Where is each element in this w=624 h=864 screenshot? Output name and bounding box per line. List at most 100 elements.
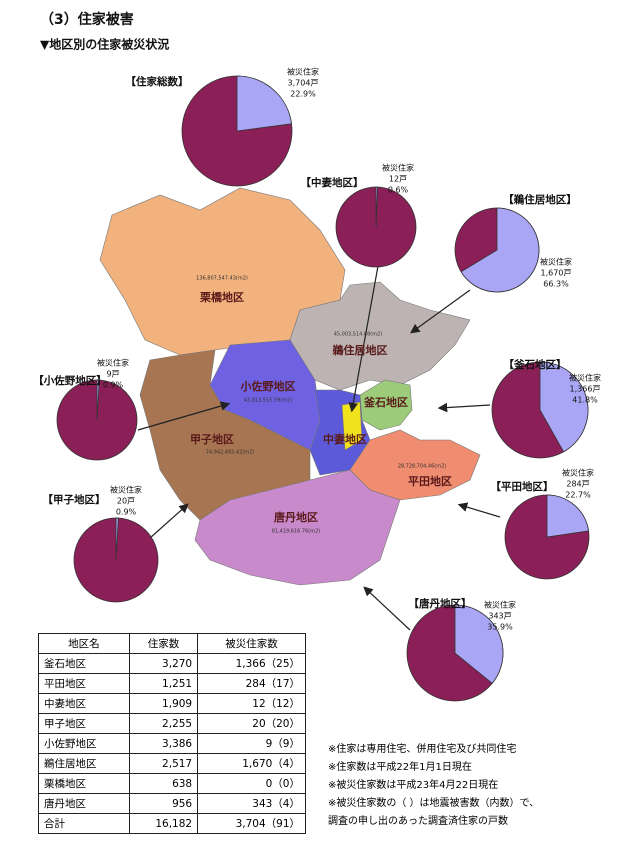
- pie-title: 【小佐野地区】: [33, 374, 107, 387]
- pie-title: 【釜石地区】: [504, 358, 567, 371]
- pie-caption: 被災住家: [382, 163, 414, 173]
- pie-slice: [546, 494, 590, 538]
- pie-caption: 12戸: [389, 175, 407, 184]
- table-cell: 釜石地区: [38, 653, 130, 674]
- table-header-cell: 住家数: [128, 633, 199, 654]
- table-row: 鵜住居地区 2,517 1,670（4）: [38, 753, 306, 774]
- table-cell: 小佐野地区: [38, 733, 130, 754]
- note: ※被災住家数の（ ）は地震被害数（内数）で、: [328, 798, 540, 809]
- region-label: 甲子地区: [190, 432, 234, 446]
- pie-caption: 9戸: [106, 370, 119, 379]
- area-label: 45,003,514.08(m2): [334, 332, 383, 338]
- pie-caption: 0.6%: [388, 186, 409, 195]
- region-label: 釜石地区: [363, 395, 408, 409]
- pie-caption: 被災住家: [569, 373, 601, 383]
- table-cell: 284（17）: [197, 673, 306, 694]
- summary-table: 地区名 住家数 被災住家数 釜石地区 3,270 1,366（25） 平田地区 1,251 28…: [38, 633, 306, 834]
- pie-caption: 被災住家: [562, 468, 594, 478]
- pie-caption: 1,366戸: [570, 385, 601, 394]
- region-label: 中妻地区: [323, 432, 367, 446]
- table-cell: 1,670（4）: [197, 753, 306, 774]
- table-cell: 1,909: [128, 693, 199, 714]
- pie-chart: [454, 207, 540, 293]
- table-cell: 956: [128, 793, 199, 814]
- area-label: 28,728,704.46(m2): [398, 464, 447, 470]
- note: ※被災住家数は平成23年4月22日現在: [328, 780, 499, 791]
- pie-chart: [181, 75, 293, 187]
- table-row: 釜石地区 3,270 1,366（25）: [38, 653, 306, 674]
- table-row: 甲子地区 2,255 20（20）: [38, 713, 306, 734]
- table-cell: 2,255: [128, 713, 199, 734]
- pie-caption: 22.7%: [565, 491, 591, 500]
- table-cell: 9（9）: [197, 733, 306, 754]
- pie-caption: 20戸: [117, 497, 135, 506]
- table-cell: 合計: [38, 813, 130, 834]
- pie-caption: 被災住家: [287, 67, 319, 77]
- pie-slice: [115, 517, 119, 561]
- table-cell: 甲子地区: [38, 713, 130, 734]
- table-row: 中妻地区 1,909 12（12）: [38, 693, 306, 714]
- pie-caption: 22.9%: [290, 90, 316, 99]
- region-label: 鵜住居地区: [332, 343, 388, 357]
- table-row: 小佐野地区 3,386 9（9）: [38, 733, 306, 754]
- pie-title: 【中妻地区】: [301, 176, 364, 189]
- pie-caption: 66.3%: [543, 280, 569, 289]
- pie-caption: 0.9%: [103, 381, 124, 390]
- note: 調査の申し出のあった調査済住家の戸数: [328, 816, 508, 827]
- pie-caption: 343戸: [488, 612, 511, 621]
- note: ※住家数は平成22年1月1日現在: [328, 762, 472, 773]
- region-label: 平田地区: [408, 474, 452, 488]
- pie-caption: 41.8%: [572, 396, 598, 405]
- table-header-cell: 被災住家数: [197, 633, 306, 654]
- pie-slice: [539, 361, 589, 453]
- pie-chart: [504, 494, 590, 580]
- pie-caption: 被災住家: [110, 485, 142, 495]
- pie-caption: 3,704戸: [288, 79, 319, 88]
- pie-slice: [236, 75, 292, 132]
- table-cell: 平田地区: [38, 673, 130, 694]
- region-label: 唐丹地区: [274, 510, 318, 524]
- table-cell: 2,517: [128, 753, 199, 774]
- pie-title: 【住家総数】: [126, 75, 189, 88]
- table-row: 合計 16,182 3,704（91）: [38, 813, 306, 834]
- area-label: 136,807,547.43(m2): [196, 276, 248, 282]
- pie-caption: 被災住家: [97, 358, 129, 368]
- pie-chart: [335, 186, 417, 268]
- table-cell: 鵜住居地区: [38, 753, 130, 774]
- table-cell: 0（0）: [197, 773, 306, 794]
- table-cell: 12（12）: [197, 693, 306, 714]
- area-label: 74,942,493.42(m2): [206, 450, 255, 456]
- table-cell: 栗橋地区: [38, 773, 130, 794]
- table-row: 栗橋地区 638 0（0）: [38, 773, 306, 794]
- pie-title: 【唐丹地区】: [409, 597, 472, 610]
- table-cell: 3,386: [128, 733, 199, 754]
- pie-slice: [460, 207, 540, 293]
- map: [99, 187, 481, 586]
- pie-chart: [73, 517, 159, 603]
- table-cell: 3,270: [128, 653, 199, 674]
- pie-chart: [406, 604, 504, 702]
- pie-title: 【鵜住居地区】: [503, 193, 577, 206]
- pie-title: 【甲子地区】: [43, 493, 106, 506]
- pie-caption: 0.9%: [116, 508, 137, 517]
- table-cell: 20（20）: [197, 713, 306, 734]
- table-cell: 16,182: [128, 813, 199, 834]
- area-label: 81,419,616.76(m2): [272, 529, 321, 535]
- pie-slice: [454, 604, 504, 684]
- pie-chart: [56, 379, 138, 461]
- table-cell: 唐丹地区: [38, 793, 130, 814]
- table-cell: 中妻地区: [38, 693, 130, 714]
- table-cell: 3,704（91）: [197, 813, 306, 834]
- pie-slice: [375, 186, 378, 228]
- table-row: 唐丹地区 956 343（4）: [38, 793, 306, 814]
- pie-caption: 35.9%: [487, 623, 513, 632]
- pie-caption: 284戸: [566, 480, 589, 489]
- pie-caption: 被災住家: [484, 600, 516, 610]
- pie-chart: [491, 361, 589, 459]
- pie-slice: [96, 379, 100, 421]
- subtitle: ▼地区別の住家被災状況: [40, 37, 169, 52]
- table-cell: 638: [128, 773, 199, 794]
- pie-caption: 被災住家: [540, 257, 572, 267]
